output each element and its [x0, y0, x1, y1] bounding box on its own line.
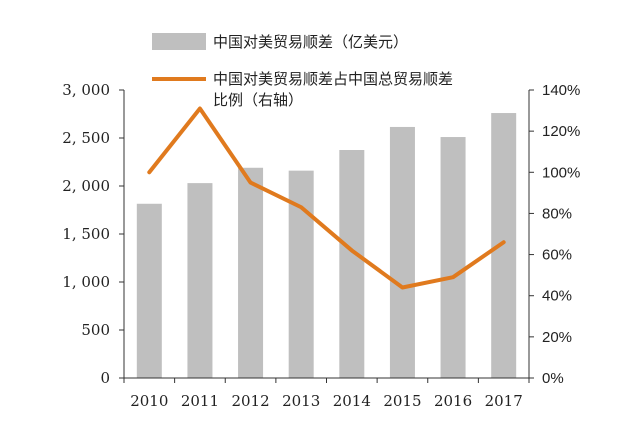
x-tick-label: 2017	[485, 392, 523, 410]
bar-2016	[440, 137, 466, 378]
x-tick-label: 2011	[181, 392, 219, 410]
bar-2012	[238, 167, 264, 378]
x-tick-label: 2015	[383, 392, 421, 410]
x-tick-label: 2012	[231, 392, 269, 410]
left-tick-label: 2, 000	[62, 177, 110, 195]
legend-line-label: 比例（右轴）	[213, 91, 303, 109]
ratio-line	[147, 106, 506, 290]
bar-2014	[339, 150, 365, 378]
x-tick-label: 2016	[434, 392, 472, 410]
right-tick-label: 20%	[542, 329, 572, 346]
right-tick-label: 0%	[542, 370, 564, 387]
x-tick-label: 2010	[130, 392, 168, 410]
left-tick-label: 1, 500	[62, 225, 110, 243]
bar-2011	[187, 183, 213, 378]
right-tick-label: 40%	[542, 288, 572, 305]
bar-2010	[136, 203, 162, 378]
right-tick-label: 140%	[542, 82, 580, 99]
left-tick-label: 2, 500	[62, 129, 110, 147]
legend-bar-label: 中国对美贸易顺差（亿美元）	[213, 33, 408, 51]
legend-bar-swatch	[152, 33, 206, 50]
line-series	[147, 106, 506, 290]
x-tick-label: 2013	[282, 392, 320, 410]
x-tick-label: 2014	[333, 392, 371, 410]
left-tick-label: 500	[81, 321, 110, 339]
right-tick-label: 120%	[542, 123, 580, 140]
left-tick-label: 1, 000	[62, 273, 110, 291]
bar-2015	[389, 126, 415, 379]
right-tick-label: 100%	[542, 164, 580, 181]
left-tick-label: 3, 000	[62, 81, 110, 99]
bar-series	[136, 113, 517, 379]
axes: 0 500 1, 000 1, 500 2, 000 2, 500 3, 000 0% 20% 4…	[62, 81, 580, 410]
right-tick-label: 80%	[542, 205, 572, 222]
right-tick-label: 60%	[542, 247, 572, 264]
left-tick-label: 0	[100, 369, 110, 387]
bar-2017	[491, 113, 517, 378]
legend-line-label: 中国对美贸易顺差占中国总贸易顺差	[213, 70, 453, 88]
